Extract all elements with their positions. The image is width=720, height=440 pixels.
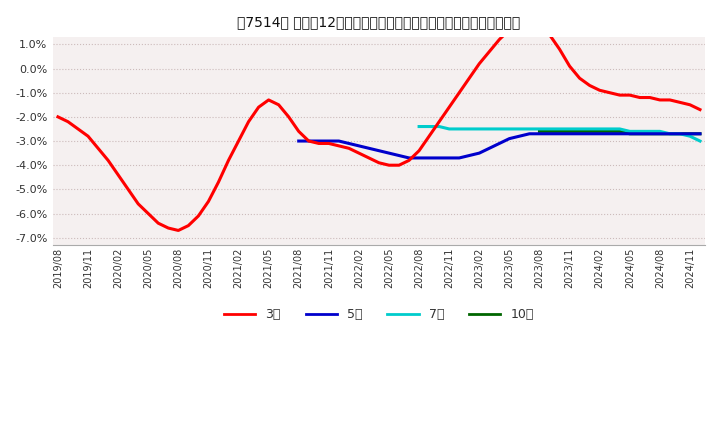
Title: 【7514】 売上高12か月移動合計の対前年同期増減率の平均値の推移: 【7514】 売上高12か月移動合計の対前年同期増減率の平均値の推移 [238, 15, 521, 29]
Legend: 3年, 5年, 7年, 10年: 3年, 5年, 7年, 10年 [219, 303, 539, 326]
